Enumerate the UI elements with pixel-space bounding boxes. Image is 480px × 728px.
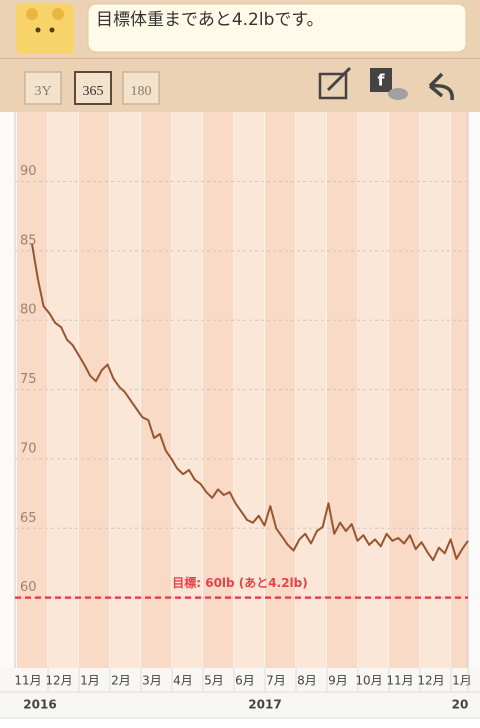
x-tick-label: 11月: [14, 674, 41, 688]
weight-line: [31, 243, 469, 562]
range-buttons: 3Y 365 180: [24, 71, 160, 105]
x-tick-label: 12月: [417, 674, 444, 688]
back-icon[interactable]: [428, 72, 454, 101]
x-tick-label: 10月: [355, 674, 382, 688]
y-tick-label: 90: [20, 164, 37, 179]
y-tick-label: 80: [20, 303, 37, 318]
x-tick-label: 12月: [45, 674, 72, 688]
header-message: 目標体重まであと4.2lbです。: [96, 10, 324, 30]
x-tick-label: 6月: [235, 674, 255, 688]
chart: 60 65 70 75 80 85 90 目標: 60lb (あと4.2lb): [14, 112, 469, 668]
avatar-eye: [49, 27, 55, 33]
x-axis-area: [0, 668, 480, 718]
back-arrow: [428, 72, 454, 101]
x-tick-label: 1月: [80, 674, 100, 688]
y-tick-label: 75: [20, 372, 37, 387]
x-tick-label: 1月: [452, 674, 472, 688]
x-tick-label: 3月: [142, 674, 162, 688]
x-tick-label: 9月: [328, 674, 348, 688]
x-tick-label: 7月: [266, 674, 286, 688]
range-button-label: 3Y: [34, 84, 51, 99]
share-icon[interactable]: f: [370, 68, 408, 100]
divider: [0, 58, 480, 59]
range-button[interactable]: [74, 71, 112, 105]
x-tick-label: 4月: [173, 674, 193, 688]
x-tick-label: 11月: [386, 674, 413, 688]
speech-bubble: [87, 3, 467, 53]
x-tick-label: 2月: [111, 674, 131, 688]
facebook-box: [370, 68, 392, 92]
edit-box: [318, 72, 348, 100]
goal-label: 目標: 60lb (あと4.2lb): [172, 575, 308, 590]
facebook-glyph: f: [378, 71, 386, 90]
y-tick-label: 65: [20, 511, 37, 526]
edit-icon[interactable]: [318, 66, 352, 100]
range-button[interactable]: [122, 71, 160, 105]
range-button[interactable]: [24, 71, 62, 105]
x-tick-label: 8月: [297, 674, 317, 688]
year-label: 2016: [23, 698, 56, 712]
edit-pen: [326, 66, 352, 92]
x-tick-label: 5月: [204, 674, 224, 688]
range-button-label: 365: [83, 84, 104, 99]
avatar-ear: [52, 8, 64, 20]
twitter-bird: [388, 88, 408, 100]
y-tick-label: 85: [20, 233, 37, 248]
month-stripe: [358, 112, 389, 668]
year-label: 20: [452, 698, 469, 712]
avatar-eye: [35, 27, 41, 33]
range-button-label: 180: [131, 84, 152, 99]
y-tick-label: 60: [20, 580, 37, 595]
avatar[interactable]: [16, 4, 74, 54]
y-tick-label: 70: [20, 441, 37, 456]
year-label: 2017: [248, 698, 281, 712]
avatar-ear: [26, 8, 38, 20]
